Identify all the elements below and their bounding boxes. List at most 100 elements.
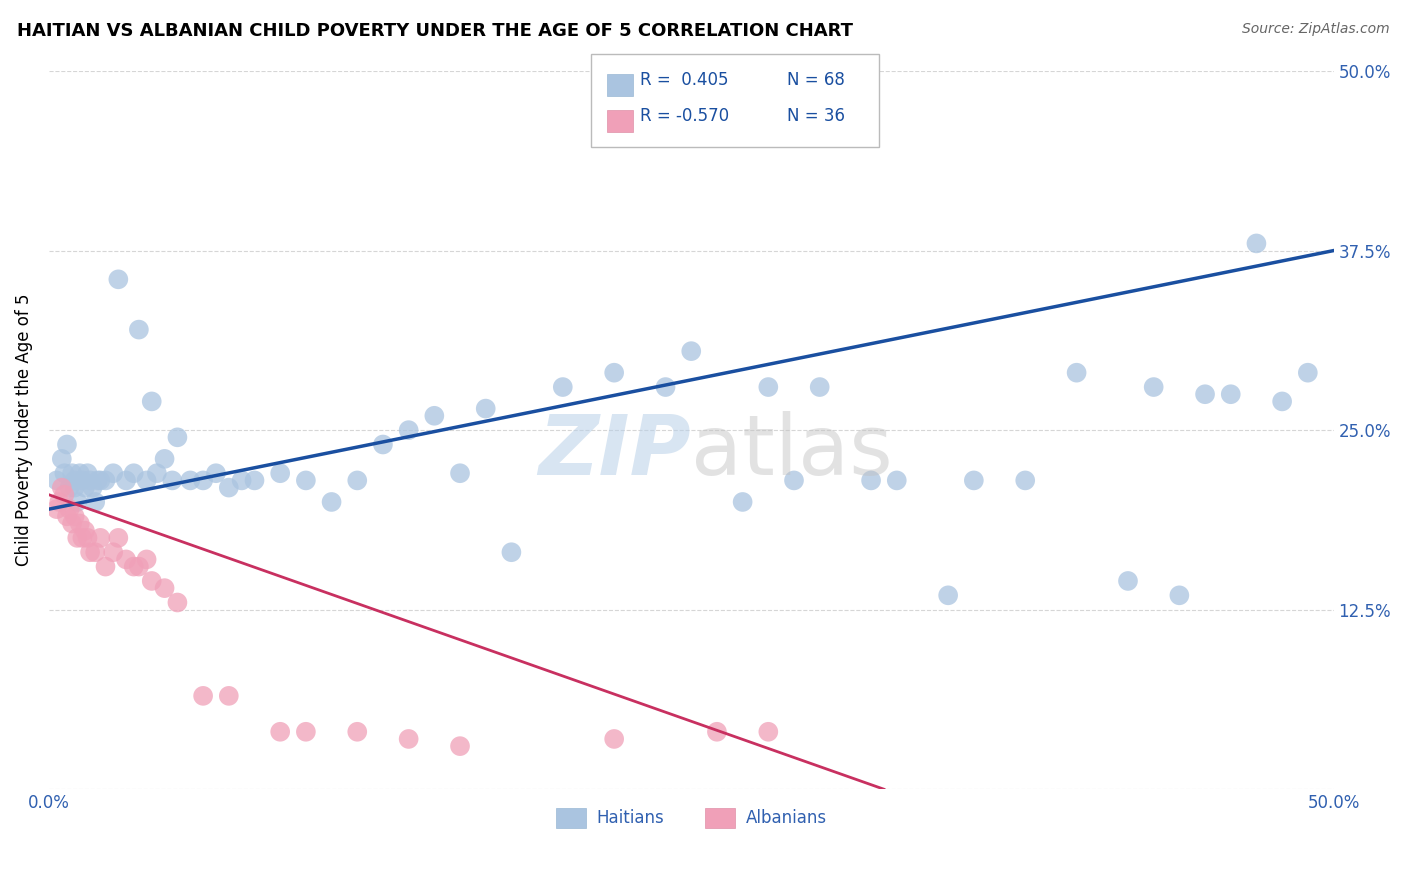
- Point: [808, 380, 831, 394]
- Point: [269, 724, 291, 739]
- Point: [58, 502, 80, 516]
- Point: [654, 380, 676, 394]
- Point: [135, 474, 157, 488]
- Point: [53, 488, 76, 502]
- Point: [243, 474, 266, 488]
- Y-axis label: Child Poverty Under the Age of 5: Child Poverty Under the Age of 5: [15, 293, 32, 566]
- Point: [58, 481, 80, 495]
- Point: [146, 467, 169, 481]
- Text: ZIP: ZIP: [538, 411, 692, 492]
- Point: [128, 559, 150, 574]
- Point: [1066, 366, 1088, 380]
- Point: [76, 467, 98, 481]
- Point: [218, 689, 240, 703]
- Point: [474, 401, 496, 416]
- Point: [731, 495, 754, 509]
- Point: [295, 474, 318, 488]
- Point: [63, 481, 86, 495]
- Point: [73, 524, 96, 538]
- Point: [94, 559, 117, 574]
- Point: [82, 481, 104, 495]
- Point: [72, 531, 94, 545]
- Point: [706, 724, 728, 739]
- Point: [1168, 588, 1191, 602]
- Point: [501, 545, 523, 559]
- Point: [398, 423, 420, 437]
- Point: [231, 474, 253, 488]
- Point: [449, 739, 471, 753]
- Point: [141, 394, 163, 409]
- Point: [166, 430, 188, 444]
- Point: [103, 467, 125, 481]
- Point: [321, 495, 343, 509]
- Point: [122, 559, 145, 574]
- Point: [122, 467, 145, 481]
- Point: [756, 724, 779, 739]
- Point: [66, 531, 89, 545]
- Point: [1271, 394, 1294, 409]
- Point: [963, 474, 986, 488]
- Text: HAITIAN VS ALBANIAN CHILD POVERTY UNDER THE AGE OF 5 CORRELATION CHART: HAITIAN VS ALBANIAN CHILD POVERTY UNDER …: [17, 22, 853, 40]
- Point: [141, 574, 163, 588]
- Point: [346, 724, 368, 739]
- Point: [79, 545, 101, 559]
- Point: [72, 474, 94, 488]
- Text: Source: ZipAtlas.com: Source: ZipAtlas.com: [1241, 22, 1389, 37]
- Point: [218, 481, 240, 495]
- Point: [107, 272, 129, 286]
- Point: [128, 323, 150, 337]
- Legend: Haitians, Albanians: Haitians, Albanians: [550, 801, 834, 835]
- Point: [756, 380, 779, 394]
- Point: [89, 531, 111, 545]
- Point: [51, 481, 73, 495]
- Point: [1219, 387, 1241, 401]
- Point: [115, 474, 138, 488]
- Text: N = 36: N = 36: [787, 107, 845, 125]
- Point: [45, 502, 67, 516]
- Point: [103, 545, 125, 559]
- Point: [84, 545, 107, 559]
- Point: [1194, 387, 1216, 401]
- Point: [89, 474, 111, 488]
- Point: [45, 474, 67, 488]
- Point: [1143, 380, 1166, 394]
- Point: [69, 516, 91, 531]
- Point: [449, 467, 471, 481]
- Point: [60, 467, 83, 481]
- Point: [1246, 236, 1268, 251]
- Point: [936, 588, 959, 602]
- Point: [179, 474, 201, 488]
- Point: [115, 552, 138, 566]
- Point: [346, 474, 368, 488]
- Point: [94, 474, 117, 488]
- Text: atlas: atlas: [692, 411, 893, 492]
- Point: [603, 366, 626, 380]
- Point: [269, 467, 291, 481]
- Point: [681, 344, 703, 359]
- Point: [48, 495, 70, 509]
- Point: [51, 451, 73, 466]
- Point: [153, 451, 176, 466]
- Point: [1014, 474, 1036, 488]
- Point: [87, 474, 110, 488]
- Text: R = -0.570: R = -0.570: [640, 107, 728, 125]
- Point: [56, 437, 79, 451]
- Point: [886, 474, 908, 488]
- Point: [63, 474, 86, 488]
- Point: [205, 467, 228, 481]
- Point: [191, 689, 214, 703]
- Point: [860, 474, 883, 488]
- Point: [73, 481, 96, 495]
- Point: [603, 731, 626, 746]
- Point: [84, 495, 107, 509]
- Point: [191, 474, 214, 488]
- Point: [53, 467, 76, 481]
- Point: [66, 495, 89, 509]
- Point: [135, 552, 157, 566]
- Point: [107, 531, 129, 545]
- Point: [398, 731, 420, 746]
- Text: R =  0.405: R = 0.405: [640, 71, 728, 89]
- Point: [60, 516, 83, 531]
- Text: N = 68: N = 68: [787, 71, 845, 89]
- Point: [295, 724, 318, 739]
